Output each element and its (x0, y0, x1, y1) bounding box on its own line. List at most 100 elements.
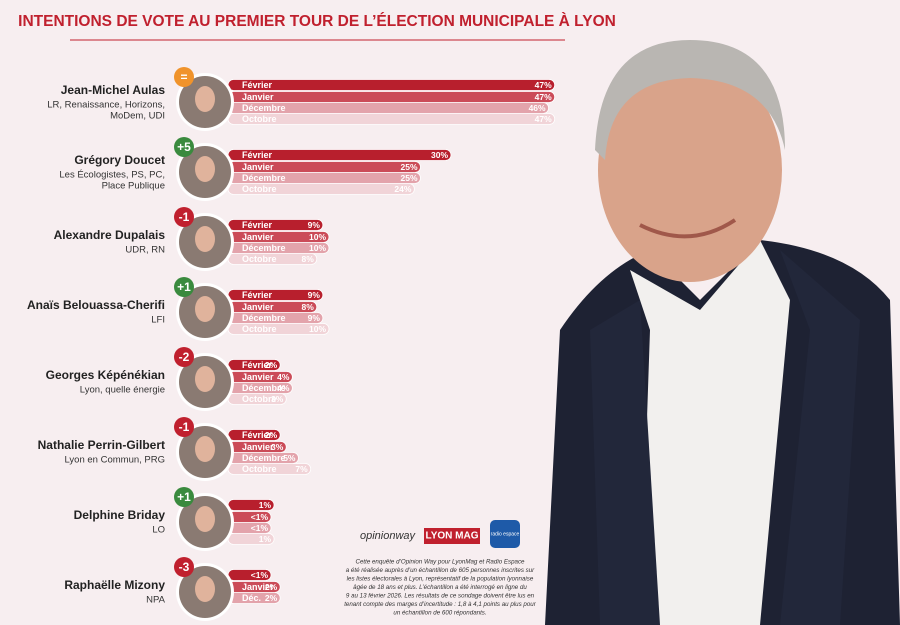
candidate-name: Alexandre Dupalais (54, 228, 166, 242)
month-label: Décembre (242, 103, 286, 113)
change-badge (174, 487, 194, 507)
month-label: Décembre (242, 383, 286, 393)
avatar-face (195, 226, 215, 252)
month-label: Janvier (242, 442, 274, 452)
month-label: Janvier (242, 162, 274, 172)
logo-lyonmag: LYON MAG (426, 531, 479, 542)
change-badge (174, 67, 194, 87)
party: MoDem, UDI (110, 111, 165, 122)
value-label: 8% (302, 302, 315, 312)
value-label: 1% (259, 534, 272, 544)
bar (227, 91, 556, 103)
value-label: 1% (259, 500, 272, 510)
candidate-name: Delphine Briday (74, 508, 166, 522)
value-label: 10% (309, 243, 326, 253)
party: NPA (146, 595, 165, 606)
change-label: -2 (179, 350, 190, 364)
logo-opinionway: opinionway (360, 530, 417, 542)
value-label: 7% (295, 464, 308, 474)
photo (540, 0, 900, 625)
bar (227, 113, 556, 125)
month-label: Octobre (242, 184, 277, 194)
month-label: Janvier (242, 232, 274, 242)
logo-box (490, 520, 520, 548)
survey-note: les listes électorales à Lyon, représent… (347, 576, 534, 583)
avatar-face (195, 86, 215, 112)
party: Lyon, quelle énergie (80, 385, 165, 396)
value-label: 2% (265, 582, 278, 592)
month-label: Février (242, 220, 273, 230)
change-label: -1 (179, 420, 190, 434)
value-label: 2% (265, 360, 278, 370)
survey-note: un échantillon de 600 répondants. (393, 610, 486, 617)
change-label: +5 (177, 140, 191, 154)
change-label: +1 (177, 280, 191, 294)
value-label: 3% (271, 442, 284, 452)
change-badge (174, 347, 194, 367)
party: UDR, RN (125, 245, 165, 256)
avatar-face (195, 506, 215, 532)
month-label: Décembre (242, 243, 286, 253)
value-label: 8% (302, 254, 315, 264)
party: LO (152, 525, 165, 536)
value-label: 2% (265, 593, 278, 603)
avatar-face (195, 296, 215, 322)
month-label: Octobre (242, 324, 277, 334)
value-label: <1% (251, 570, 269, 580)
change-label: -1 (179, 210, 190, 224)
avatar-face (195, 576, 215, 602)
party: Lyon en Commun, PRG (65, 455, 166, 466)
avatar-face (195, 156, 215, 182)
month-label: Octobre (242, 254, 277, 264)
party: LR, Renaissance, Horizons, (47, 100, 165, 111)
month-label: Décembre (242, 313, 286, 323)
value-label: 5% (283, 453, 296, 463)
month-label: Décembre (242, 173, 286, 183)
month-label: Février (242, 150, 273, 160)
value-label: 47% (535, 80, 552, 90)
chart-title: INTENTIONS DE VOTE AU PREMIER TOUR DE L’… (18, 13, 616, 30)
month-label: Octobre (242, 114, 277, 124)
logo-box (424, 528, 480, 544)
change-label: = (180, 70, 187, 84)
party: Place Publique (102, 181, 165, 192)
bar (227, 79, 556, 91)
change-badge (174, 207, 194, 227)
value-label: 10% (309, 324, 326, 334)
value-label: <1% (251, 523, 269, 533)
party: LFI (151, 315, 165, 326)
change-badge (174, 417, 194, 437)
candidate-name: Jean-Michel Aulas (61, 83, 166, 97)
month-label: Janvier (242, 92, 274, 102)
month-label: Février (242, 80, 273, 90)
survey-note: Cette enquête d’Opinion Way pour LyonMag… (355, 559, 525, 566)
survey-note: tenant compte des marges d’incertitude :… (344, 601, 537, 608)
change-label: -3 (179, 560, 190, 574)
value-label: 9% (308, 290, 321, 300)
logos: opinionway LYON MAG radio espace (360, 520, 520, 548)
month-label: Janvier (242, 582, 274, 592)
month-label: Février (242, 290, 273, 300)
change-badge (174, 277, 194, 297)
value-label: 10% (309, 232, 326, 242)
candidate-name: Grégory Doucet (74, 153, 165, 167)
month-label: Janvier (242, 372, 274, 382)
logo-radio: radio espace (491, 531, 520, 537)
value-label: 3% (271, 394, 284, 404)
change-label: +1 (177, 490, 191, 504)
value-label: <1% (251, 512, 269, 522)
month-label: Décembre (242, 453, 286, 463)
value-label: 25% (400, 162, 417, 172)
avatar-face (195, 366, 215, 392)
survey-note: a été réalisée auprès d’un échantillon d… (346, 567, 535, 574)
value-label: 9% (308, 313, 321, 323)
value-label: 4% (277, 372, 290, 382)
candidate-name: Georges Képénékian (46, 368, 165, 382)
value-label: 9% (308, 220, 321, 230)
month-label: Octobre (242, 464, 277, 474)
candidate-name: Raphaëlle Mizony (64, 578, 165, 592)
value-label: 4% (277, 383, 290, 393)
month-label: Déc. (242, 593, 261, 603)
